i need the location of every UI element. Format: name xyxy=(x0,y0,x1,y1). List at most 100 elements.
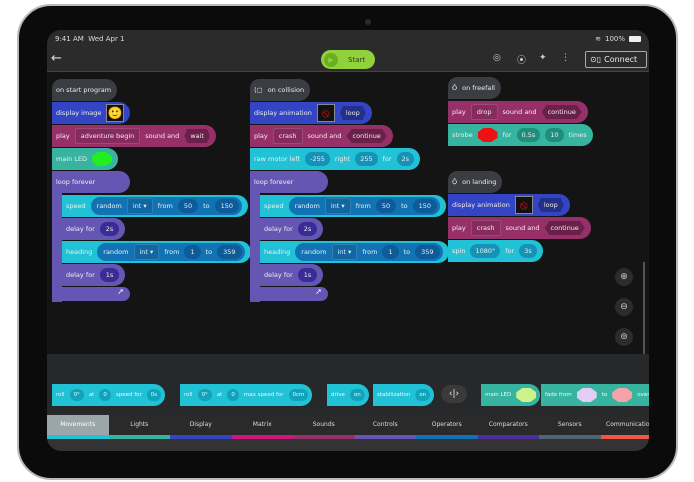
heading-block[interactable]: heading random int ▾ from 1 to 359 xyxy=(62,241,251,263)
min-value[interactable]: 1 xyxy=(382,245,399,259)
code-canvas[interactable]: on start program display image 🙂 play adve… xyxy=(47,72,649,392)
controller-icon[interactable]: ⦿ xyxy=(517,56,527,66)
on-collision-event[interactable]: ⟨▢ on collision xyxy=(250,79,311,101)
sensor-icon[interactable]: ◎ xyxy=(493,53,501,63)
loop-forever-block[interactable]: loop forever xyxy=(52,171,130,193)
tab-operators[interactable]: Operators xyxy=(416,415,478,439)
tab-sensors[interactable]: Sensors xyxy=(539,415,601,439)
palette-stabilization-block[interactable]: stabilization on xyxy=(373,384,435,406)
event-label: on start program xyxy=(56,86,112,94)
type-dropdown[interactable]: int ▾ xyxy=(324,198,351,214)
palette-drive-block[interactable]: drive on xyxy=(327,384,369,406)
count-value[interactable]: 10 xyxy=(545,128,564,142)
raw-motor-block[interactable]: raw motor left -255 right 255 for 2s xyxy=(250,148,421,170)
on-start-event[interactable]: on start program xyxy=(52,79,118,101)
speed-block[interactable]: speed random int ▾ from 50 to 150 xyxy=(260,195,447,217)
tab-matrix[interactable]: Matrix xyxy=(231,415,293,439)
led-color-swatch[interactable] xyxy=(92,152,113,166)
tab-communications[interactable]: Communications xyxy=(600,415,649,439)
tab-comparators[interactable]: Comparators xyxy=(477,415,539,439)
delay-value[interactable]: 1s xyxy=(99,268,120,282)
back-arrow-icon[interactable]: ← xyxy=(51,51,62,66)
led-color-swatch[interactable] xyxy=(516,388,537,402)
mode-select[interactable]: wait xyxy=(184,129,210,143)
time-value[interactable]: 2s xyxy=(396,152,415,166)
sparkle-icon[interactable]: ✦ xyxy=(539,53,547,63)
delay-value[interactable]: 1s xyxy=(297,268,318,282)
min-value[interactable]: 1 xyxy=(184,245,201,259)
play-sound-block[interactable]: play crash sound and continue xyxy=(448,217,591,239)
prohibited-animation-image[interactable]: ⦸ xyxy=(316,104,335,122)
random-operator[interactable]: random int ▾ from 1 to 359 xyxy=(97,243,245,261)
random-operator[interactable]: random int ▾ from 50 to 150 xyxy=(90,197,243,215)
delay-value[interactable]: 2s xyxy=(99,222,120,236)
play-sound-block[interactable]: play drop sound and continue xyxy=(448,101,588,123)
prohibited-animation-image[interactable]: ⦸ xyxy=(514,196,533,214)
type-dropdown[interactable]: int ▾ xyxy=(133,244,160,260)
smiley-image[interactable]: 🙂 xyxy=(106,104,125,122)
sound-select[interactable]: crash xyxy=(470,220,501,236)
random-operator[interactable]: random int ▾ from 1 to 359 xyxy=(295,243,443,261)
loop-forever-block[interactable]: loop forever xyxy=(250,171,328,193)
zoom-in-icon[interactable]: ⊕ xyxy=(615,268,633,286)
mode-select[interactable]: continue xyxy=(544,221,585,235)
to-color-swatch[interactable] xyxy=(612,388,633,402)
vertical-scrollbar[interactable] xyxy=(643,262,645,392)
palette-roll-speed-block[interactable]: roll 0° at 0 speed for 0s xyxy=(52,384,166,406)
random-operator[interactable]: random int ▾ from 50 to 150 xyxy=(288,197,441,215)
from-color-swatch[interactable] xyxy=(576,388,597,402)
max-value[interactable]: 150 xyxy=(214,199,240,213)
sound-select[interactable]: adventure begin xyxy=(74,128,141,144)
zoom-reset-icon[interactable]: ⊜ xyxy=(615,328,633,346)
palette-main-led-block[interactable]: main LED xyxy=(481,384,541,406)
type-dropdown[interactable]: int ▾ xyxy=(331,244,358,260)
tab-display[interactable]: Display xyxy=(170,415,232,439)
palette-roll-distance-block[interactable]: roll 0° at 0 max speed for 0cm xyxy=(180,384,313,406)
mode-select[interactable]: continue xyxy=(346,129,387,143)
palette-fade-block[interactable]: fade from to over xyxy=(541,384,649,406)
zoom-out-icon[interactable]: ⊖ xyxy=(615,298,633,316)
time-value[interactable]: 3s xyxy=(519,244,537,258)
min-value[interactable]: 50 xyxy=(375,199,397,213)
display-animation-block[interactable]: display animation ⦸ loop xyxy=(448,194,570,216)
connect-button[interactable]: ⊙▯ Connect xyxy=(585,51,647,68)
max-value[interactable]: 150 xyxy=(412,199,438,213)
tab-lights[interactable]: Lights xyxy=(108,415,170,439)
palette-scroll-arrows-icon[interactable]: ‹|› xyxy=(441,385,467,403)
delay-block[interactable]: delay for 2s xyxy=(62,218,126,240)
right-value[interactable]: 255 xyxy=(355,152,378,166)
delay-block[interactable]: delay for 2s xyxy=(260,218,324,240)
max-value[interactable]: 359 xyxy=(415,245,440,259)
play-sound-block[interactable]: play adventure begin sound and wait xyxy=(52,125,216,147)
display-animation-block[interactable]: display animation ⦸ loop xyxy=(250,102,372,124)
min-value[interactable]: 50 xyxy=(177,199,199,213)
strobe-block[interactable]: strobe for 0.5s 10 times xyxy=(448,124,593,146)
max-value[interactable]: 359 xyxy=(217,245,242,259)
delay-block[interactable]: delay for 1s xyxy=(260,264,324,286)
tab-controls[interactable]: Controls xyxy=(354,415,416,439)
left-value[interactable]: -255 xyxy=(305,152,330,166)
display-image-block[interactable]: display image 🙂 xyxy=(52,102,131,124)
type-dropdown[interactable]: int ▾ xyxy=(126,198,153,214)
heading-block[interactable]: heading random int ▾ from 1 to 359 xyxy=(260,241,449,263)
mode-select[interactable]: loop xyxy=(537,198,564,212)
speed-block[interactable]: speed random int ▾ from 50 to 150 xyxy=(62,195,249,217)
angle-value[interactable]: 1080° xyxy=(470,244,501,258)
mode-select[interactable]: continue xyxy=(541,105,582,119)
strobe-color-swatch[interactable] xyxy=(477,128,498,142)
spin-block[interactable]: spin 1080° for 3s xyxy=(448,240,543,262)
sound-select[interactable]: drop xyxy=(470,104,498,120)
tab-sounds[interactable]: Sounds xyxy=(293,415,355,439)
play-sound-block[interactable]: play crash sound and continue xyxy=(250,125,393,147)
tab-movements[interactable]: Movements xyxy=(47,415,109,439)
start-button[interactable]: ▶ Start xyxy=(321,50,375,69)
delay-value[interactable]: 2s xyxy=(297,222,318,236)
duration-value[interactable]: 0.5s xyxy=(516,128,541,142)
delay-block[interactable]: delay for 1s xyxy=(62,264,126,286)
main-led-block[interactable]: main LED xyxy=(52,148,119,170)
mode-select[interactable]: loop xyxy=(339,106,366,120)
sound-select[interactable]: crash xyxy=(272,128,303,144)
more-icon[interactable]: ⋮ xyxy=(561,53,570,63)
